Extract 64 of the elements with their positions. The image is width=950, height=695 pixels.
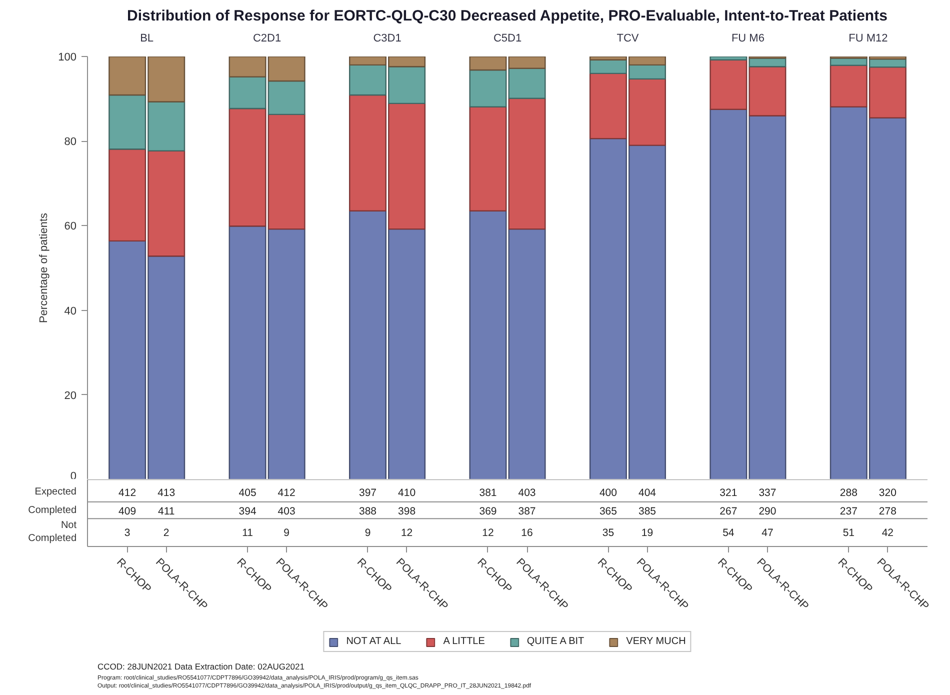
text: 237: [840, 505, 858, 518]
text: Completed: [28, 504, 76, 516]
text: 398: [398, 505, 416, 518]
text: 394: [238, 505, 256, 518]
y-tick-label: 100: [58, 52, 77, 64]
text: 320: [878, 486, 897, 499]
text: 385: [638, 505, 656, 518]
legend-label: QUITE A BIT: [526, 636, 584, 647]
text: 388: [359, 505, 377, 518]
text: 403: [518, 486, 536, 499]
y-tick-label: 80: [64, 136, 77, 148]
y-tick-label: 20: [64, 390, 77, 402]
text: 403: [278, 505, 296, 518]
text: BL: [140, 32, 154, 44]
text: 9: [364, 526, 371, 539]
text: 12: [400, 526, 413, 539]
text: 321: [720, 486, 738, 499]
text: 19: [641, 526, 654, 539]
y-tick-label: 60: [64, 220, 77, 233]
text: TCV: [616, 32, 640, 44]
text: Not Completed: [28, 520, 77, 544]
text: 16: [521, 526, 534, 539]
text: 54: [722, 526, 734, 539]
text: 11: [242, 526, 254, 539]
text: 404: [638, 486, 656, 499]
text: C3D1: [373, 32, 402, 44]
text: 290: [758, 505, 776, 518]
text: C2D1: [252, 32, 282, 44]
text: 397: [359, 486, 377, 499]
text: 405: [238, 486, 256, 499]
chart-title: Distribution of Response for EORTC-QLQ-C30 Decreased Appetite, PRO-Evaluable, Intent-to-Treat Patients: [127, 8, 888, 24]
text: FU M6: [731, 32, 764, 44]
text: 267: [720, 505, 738, 518]
text: 337: [758, 486, 776, 499]
text: 9: [284, 526, 290, 539]
legend-label: NOT AT ALL: [346, 636, 402, 647]
text: 381: [479, 486, 497, 499]
text: 411: [158, 505, 175, 518]
text: 413: [158, 486, 176, 499]
text: 2: [163, 526, 170, 539]
text: 387: [518, 505, 536, 518]
text: 278: [878, 505, 897, 518]
text: 47: [762, 526, 774, 539]
text: 400: [599, 486, 618, 499]
text: 288: [840, 486, 858, 499]
text: 410: [398, 486, 416, 499]
text: CCOD: 28JUN2021 Data Extraction Date: 02AUG2021: [98, 662, 305, 672]
text: 42: [882, 526, 894, 539]
text: FU M12: [848, 32, 888, 44]
text: Expected: [34, 486, 77, 498]
text: 365: [599, 505, 618, 518]
legend-label: VERY MUCH: [626, 636, 686, 647]
text: 51: [842, 526, 855, 539]
legend-label: A LITTLE: [443, 636, 485, 647]
y-axis-title: Percentage of patients: [38, 212, 50, 324]
text: 35: [602, 526, 614, 539]
text: 409: [118, 505, 136, 518]
text: 412: [118, 486, 136, 499]
text: 412: [278, 486, 296, 499]
y-tick-label: 40: [64, 305, 77, 318]
text: 12: [482, 526, 494, 539]
text: 369: [479, 505, 497, 518]
text: 3: [124, 526, 130, 539]
text: C5D1: [493, 32, 522, 44]
